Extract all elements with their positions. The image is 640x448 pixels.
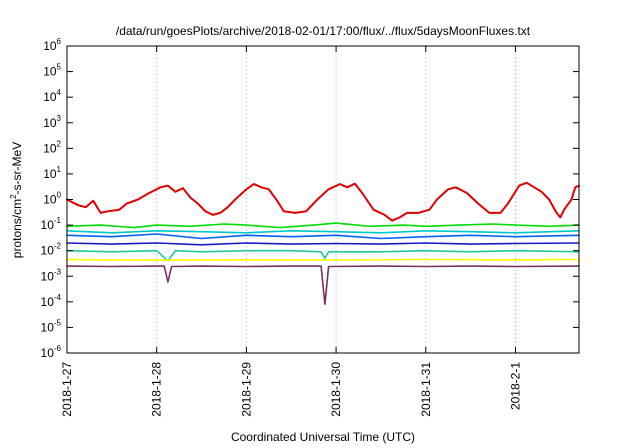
gridlines xyxy=(66,46,516,353)
y-tick-label: 100 xyxy=(43,191,61,207)
x-tick-label: 2018-1-31 xyxy=(419,362,433,417)
series-line-1 xyxy=(66,222,580,229)
series-line-7 xyxy=(66,265,580,306)
y-tick-label: 10-1 xyxy=(41,216,62,232)
y-tick-label: 106 xyxy=(43,37,61,53)
y-tick-label: 105 xyxy=(43,63,61,79)
y-axis-label-suffix: -s-sr-MeV xyxy=(10,142,24,195)
x-tick-label: 2018-1-29 xyxy=(239,362,253,417)
y-axis-label-sup: 2 xyxy=(9,194,18,199)
y-tick-label: 10-4 xyxy=(41,293,62,309)
x-tick-label: 2018-2-1 xyxy=(508,362,522,410)
plot-frame xyxy=(66,45,580,354)
series-line-5 xyxy=(66,249,580,262)
x-tick-label: 2018-1-27 xyxy=(60,362,74,417)
y-tick-label: 10-2 xyxy=(41,242,62,258)
y-axis-label: protons/cm2-s-sr-MeV xyxy=(9,142,24,258)
series-line-3 xyxy=(66,233,580,240)
y-tick-label: 10-3 xyxy=(41,267,62,283)
series-line-6 xyxy=(66,258,580,262)
series-line-2 xyxy=(66,230,580,234)
y-tick-label: 102 xyxy=(43,139,61,155)
x-tick-label: 2018-1-28 xyxy=(150,362,164,417)
series-group xyxy=(66,181,580,306)
y-tick-label: 10-5 xyxy=(41,318,62,334)
y-tick-label: 101 xyxy=(43,165,61,181)
series-line-4 xyxy=(66,242,580,246)
series-line-0 xyxy=(66,181,580,222)
y-axis-label-prefix: protons/cm xyxy=(10,199,24,258)
x-axis-label: Coordinated Universal Time (UTC) xyxy=(231,430,415,444)
x-axis: 2018-1-27 2018-1-28 2018-1-29 2018-1-30 2018… xyxy=(60,46,522,417)
x-tick-label: 2018-1-30 xyxy=(329,362,343,417)
chart-title: /data/run/goesPlots/archive/2018-02-01/1… xyxy=(116,24,531,38)
y-tick-label: 103 xyxy=(43,114,61,130)
y-tick-label: 104 xyxy=(43,88,61,104)
y-tick-label: 10-6 xyxy=(41,344,62,360)
y-axis: 10-6 10-5 10-4 10-3 10-2 10-1 100 101 102 103 104 1… xyxy=(41,37,579,360)
